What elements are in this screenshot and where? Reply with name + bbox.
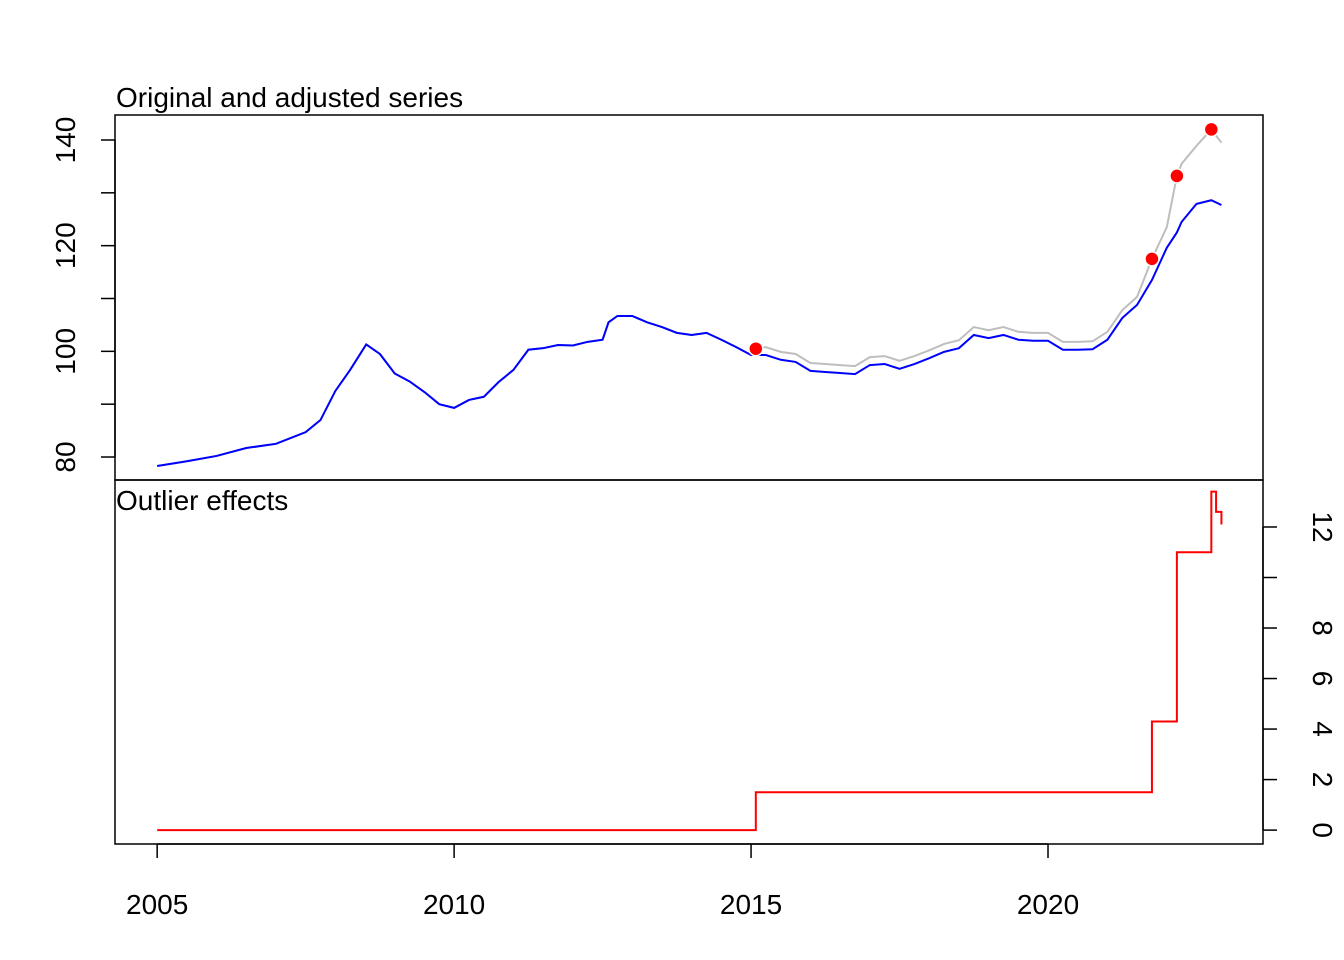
y-tick-label: 4	[1307, 721, 1338, 737]
bottom-panel-frame	[114, 479, 1264, 845]
y-tick-label: 2	[1307, 772, 1338, 788]
x-tick-label: 2020	[1017, 889, 1079, 920]
y-tick-label: 6	[1307, 671, 1338, 687]
outlier-point	[1169, 168, 1185, 184]
y-tick-label: 8	[1307, 620, 1338, 636]
top-panel-frame	[114, 114, 1264, 481]
y-tick-label: 100	[50, 328, 81, 375]
panel-title: Outlier effects	[116, 485, 288, 516]
x-tick-label: 2010	[423, 889, 485, 920]
x-tick-label: 2005	[126, 889, 188, 920]
y-tick-label: 140	[50, 117, 81, 164]
series-line	[157, 127, 1223, 467]
effect-line	[157, 490, 1223, 832]
y-tick-label: 120	[50, 222, 81, 269]
y-tick-label: 80	[50, 441, 81, 472]
outlier-point	[1203, 121, 1220, 138]
series-line	[157, 199, 1222, 467]
y-tick-label: 12	[1307, 511, 1338, 542]
y-tick-label: 0	[1307, 822, 1338, 838]
panel-title: Original and adjusted series	[116, 82, 463, 113]
outlier-point	[1144, 251, 1160, 267]
x-tick-label: 2015	[720, 889, 782, 920]
outlier-point	[748, 340, 764, 357]
